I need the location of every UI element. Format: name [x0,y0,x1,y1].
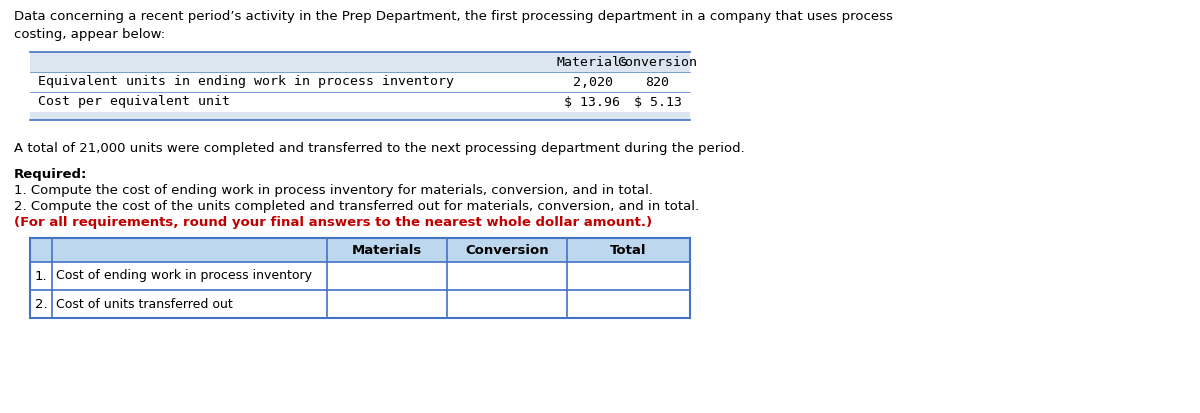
Text: Cost of units transferred out: Cost of units transferred out [56,297,233,311]
Text: (For all requirements, round your final answers to the nearest whole dollar amou: (For all requirements, round your final … [14,216,652,229]
Text: Materials: Materials [557,55,629,69]
Text: 2,020: 2,020 [572,76,612,88]
FancyBboxPatch shape [30,52,690,72]
Text: Cost of ending work in process inventory: Cost of ending work in process inventory [56,270,312,282]
Text: 2. Compute the cost of the units completed and transferred out for materials, co: 2. Compute the cost of the units complet… [14,200,700,213]
Text: Total: Total [611,244,647,256]
Text: costing, appear below:: costing, appear below: [14,28,166,41]
Text: Cost per equivalent unit: Cost per equivalent unit [38,95,230,109]
Text: 820: 820 [646,76,670,88]
Text: 1.: 1. [35,270,47,282]
Text: Conversion: Conversion [618,55,697,69]
Text: A total of 21,000 units were completed and transferred to the next processing de: A total of 21,000 units were completed a… [14,142,745,155]
FancyBboxPatch shape [30,238,690,262]
Text: $ 5.13: $ 5.13 [634,95,682,109]
Text: Data concerning a recent period’s activity in the Prep Department, the first pro: Data concerning a recent period’s activi… [14,10,893,23]
FancyBboxPatch shape [30,112,690,120]
Text: Equivalent units in ending work in process inventory: Equivalent units in ending work in proce… [38,76,454,88]
Text: 1. Compute the cost of ending work in process inventory for materials, conversio: 1. Compute the cost of ending work in pr… [14,184,653,197]
Text: $ 13.96: $ 13.96 [564,95,620,109]
Text: Materials: Materials [352,244,422,256]
Text: 2.: 2. [35,297,47,311]
Text: Required:: Required: [14,168,88,181]
Text: Conversion: Conversion [466,244,548,256]
